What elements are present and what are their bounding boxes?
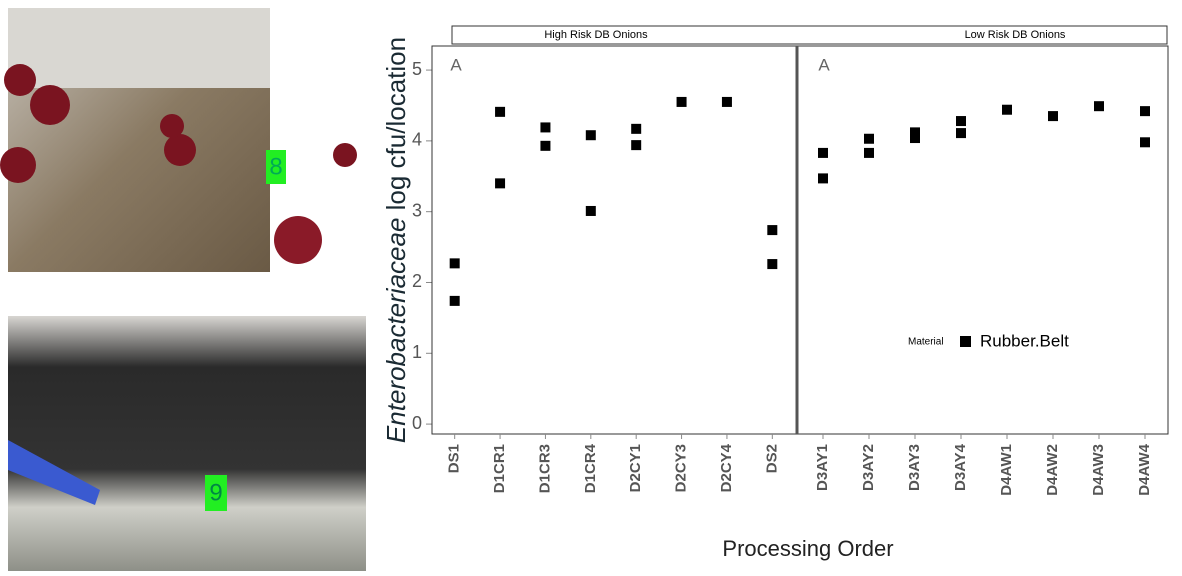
x-tick-label: D1CR1 (491, 444, 508, 493)
y-tick-label: 5 (412, 59, 422, 79)
onion (4, 64, 36, 96)
photo-top: 8 (0, 8, 357, 272)
legend-label: Rubber.Belt (980, 331, 1069, 350)
onion (274, 216, 322, 264)
point (956, 128, 966, 139)
point (1002, 104, 1012, 115)
legend-key (960, 336, 971, 347)
x-axis-label: Processing Order (722, 536, 893, 561)
point (956, 116, 966, 127)
x-tick-label: D4AW3 (1090, 444, 1107, 496)
y-tick-label: 0 (412, 413, 422, 433)
x-tick-label: D3AY4 (952, 443, 969, 491)
point (495, 178, 506, 189)
x-tick-label: D2CY3 (673, 444, 690, 492)
point (1094, 101, 1104, 112)
x-tick-label: D2CY4 (718, 443, 735, 492)
onion (0, 147, 36, 183)
y-tick-label: 3 (412, 200, 422, 220)
point (864, 147, 874, 158)
x-tick-label: D4AW2 (1044, 444, 1061, 496)
point (449, 295, 460, 306)
y-label: log cfu/location (381, 37, 411, 210)
x-tick-label: D1CR3 (536, 444, 553, 493)
point (910, 133, 920, 144)
point (676, 96, 687, 107)
glove (8, 440, 100, 505)
point (631, 140, 642, 151)
onion (30, 85, 70, 125)
point (1140, 106, 1150, 117)
y-tick-label: 4 (412, 130, 422, 150)
point (495, 106, 506, 117)
photo (8, 316, 366, 571)
x-tick-label: DS2 (763, 444, 780, 473)
photo-label: 9 (209, 479, 222, 506)
point (864, 133, 874, 144)
onion (160, 114, 184, 138)
label-box (266, 150, 286, 184)
point (631, 123, 642, 134)
x-tick-label: D4AW4 (1136, 443, 1153, 495)
x-tick-label: D3AY1 (814, 444, 831, 491)
y-label-italic: Enterobacteriaceae (381, 218, 411, 443)
x-tick-label: D3AY2 (860, 444, 877, 491)
point (818, 173, 828, 184)
strip-label: Low Risk DB Onions (965, 29, 1066, 41)
x-tick-label: D3AY3 (906, 444, 923, 491)
y-tick-label: 2 (412, 271, 422, 291)
x-tick-label: D4AW1 (998, 444, 1015, 496)
point (540, 122, 551, 133)
label-box (205, 475, 227, 511)
photo-bottom: 9 (8, 316, 366, 571)
x-tick-label: DS1 (446, 444, 463, 473)
x-tick-label: D2CY1 (627, 444, 644, 492)
y-tick-label: 1 (412, 342, 422, 362)
wall (8, 8, 270, 88)
point (767, 225, 778, 236)
point (721, 96, 732, 107)
point (449, 258, 460, 269)
facet-letter: A (818, 55, 830, 74)
photo-label: 8 (269, 153, 282, 180)
panel-border (431, 45, 1169, 435)
point (540, 140, 551, 151)
point (1140, 137, 1150, 148)
point (585, 205, 596, 216)
strip-label: High Risk DB Onions (544, 29, 648, 41)
point (767, 259, 778, 270)
point (1048, 111, 1058, 122)
point (818, 147, 828, 158)
legend-title: Material (908, 337, 944, 348)
strip (451, 25, 1168, 45)
onion (333, 143, 357, 167)
onion (164, 134, 196, 166)
facet-letter: A (450, 55, 462, 74)
point (585, 130, 596, 141)
x-tick-label: D1CR4 (582, 443, 599, 493)
y-axis-label: Enterobacteriaceae log cfu/location (381, 37, 411, 443)
point (910, 127, 920, 138)
